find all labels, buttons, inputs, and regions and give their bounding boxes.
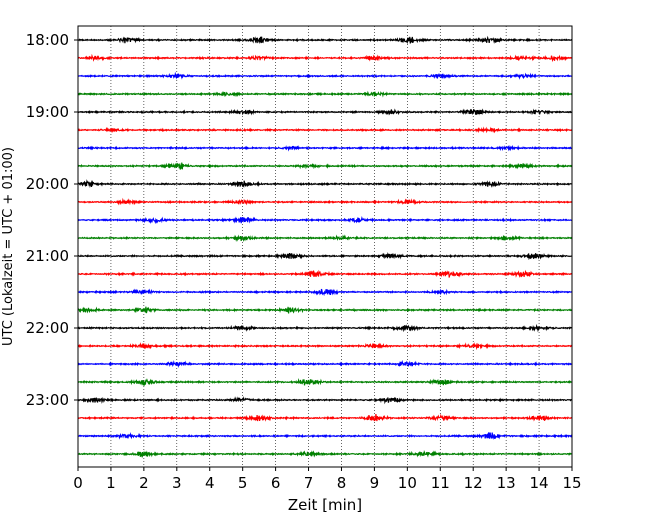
trace-line: [77, 269, 573, 278]
x-tick-label: 7: [304, 474, 314, 492]
trace-line: [77, 126, 573, 134]
x-tick-label: 6: [271, 474, 281, 492]
x-tick-label: 1: [106, 474, 116, 492]
y-tick-label: 20:00: [26, 175, 69, 193]
trace-line: [77, 179, 573, 188]
trace-line: [77, 162, 573, 170]
trace-line: [77, 306, 573, 314]
x-tick-label: 11: [431, 474, 450, 492]
y-axis-label: UTC (Lokalzeit = UTC + 01:00): [1, 147, 16, 346]
x-tick-label: 4: [205, 474, 215, 492]
x-tick-label: 15: [562, 474, 581, 492]
x-tick-label: 9: [370, 474, 380, 492]
trace-line: [77, 216, 573, 225]
trace-line: [77, 71, 573, 80]
trace-line: [77, 413, 573, 422]
x-tick-label: 8: [337, 474, 347, 492]
plot-frame: [77, 25, 573, 468]
x-axis: 0 1 2 3 4 5 6 7 8 9 10 11 12 13 14 15: [73, 467, 582, 492]
y-tick-label: 19:00: [26, 103, 69, 121]
trace-group: [77, 35, 573, 459]
trace-line: [77, 197, 573, 206]
x-tick-label: 2: [139, 474, 149, 492]
trace-line: [77, 35, 573, 45]
x-tick-label: 13: [497, 474, 516, 492]
y-tick-label: 23:00: [26, 391, 69, 409]
trace-line: [77, 108, 573, 116]
x-tick-label: 3: [172, 474, 182, 492]
y-tick-label: 22:00: [26, 319, 69, 337]
trace-line: [77, 90, 573, 98]
x-tick-label: 14: [530, 474, 549, 492]
x-tick-label: 10: [398, 474, 417, 492]
trace-line: [77, 396, 573, 405]
trace-line: [77, 323, 573, 333]
trace-line: [77, 53, 573, 63]
trace-line: [77, 252, 573, 261]
trace-line: [77, 342, 573, 351]
trace-line: [77, 144, 573, 152]
x-tick-label: 5: [238, 474, 248, 492]
x-axis-label: Zeit [min]: [288, 496, 362, 514]
trace-line: [77, 378, 573, 387]
y-axis: 18:00 19:00 20:00 21:00 22:00 23:00: [26, 31, 78, 409]
trace-line: [77, 359, 573, 368]
y-tick-label: 18:00: [26, 31, 69, 49]
trace-line: [77, 449, 573, 459]
x-tick-label: 12: [464, 474, 483, 492]
y-tick-label: 21:00: [26, 247, 69, 265]
trace-line: [77, 234, 573, 243]
trace-line: [77, 288, 573, 297]
x-tick-label: 0: [73, 474, 83, 492]
trace-line: [77, 431, 573, 440]
